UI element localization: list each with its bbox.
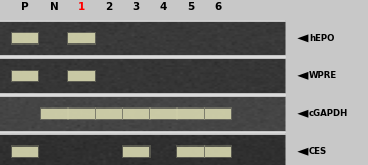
Text: 5: 5: [187, 2, 194, 12]
FancyBboxPatch shape: [67, 69, 96, 82]
FancyBboxPatch shape: [176, 145, 205, 158]
FancyBboxPatch shape: [41, 109, 68, 119]
FancyBboxPatch shape: [67, 107, 96, 120]
FancyBboxPatch shape: [12, 71, 38, 81]
FancyBboxPatch shape: [11, 145, 39, 158]
FancyBboxPatch shape: [68, 71, 95, 81]
FancyBboxPatch shape: [285, 0, 368, 165]
Text: WPRE: WPRE: [309, 71, 337, 80]
FancyBboxPatch shape: [67, 32, 96, 45]
Text: cGAPDH: cGAPDH: [309, 109, 348, 118]
FancyBboxPatch shape: [123, 109, 149, 119]
FancyBboxPatch shape: [176, 107, 205, 120]
Text: 1: 1: [78, 2, 85, 12]
Polygon shape: [297, 110, 308, 118]
FancyBboxPatch shape: [122, 145, 151, 158]
FancyBboxPatch shape: [96, 109, 122, 119]
Text: N: N: [50, 2, 59, 12]
Text: CES: CES: [309, 147, 328, 156]
FancyBboxPatch shape: [177, 109, 204, 119]
Polygon shape: [297, 72, 308, 80]
Text: 3: 3: [132, 2, 140, 12]
Polygon shape: [297, 148, 308, 156]
FancyBboxPatch shape: [11, 32, 39, 45]
FancyBboxPatch shape: [12, 33, 38, 43]
FancyBboxPatch shape: [122, 107, 151, 120]
FancyBboxPatch shape: [11, 69, 39, 82]
FancyBboxPatch shape: [40, 107, 69, 120]
FancyBboxPatch shape: [177, 147, 204, 157]
FancyBboxPatch shape: [205, 147, 231, 157]
FancyBboxPatch shape: [0, 96, 285, 132]
Text: hEPO: hEPO: [309, 34, 335, 43]
FancyBboxPatch shape: [12, 147, 38, 157]
FancyBboxPatch shape: [150, 109, 177, 119]
FancyBboxPatch shape: [204, 145, 232, 158]
Polygon shape: [297, 34, 308, 42]
FancyBboxPatch shape: [0, 58, 285, 94]
FancyBboxPatch shape: [123, 147, 149, 157]
Text: 2: 2: [105, 2, 113, 12]
Text: P: P: [21, 2, 29, 12]
FancyBboxPatch shape: [0, 21, 285, 56]
FancyBboxPatch shape: [149, 107, 178, 120]
Text: 6: 6: [214, 2, 222, 12]
FancyBboxPatch shape: [204, 107, 232, 120]
FancyBboxPatch shape: [68, 33, 95, 43]
FancyBboxPatch shape: [95, 107, 123, 120]
FancyBboxPatch shape: [205, 109, 231, 119]
FancyBboxPatch shape: [0, 134, 285, 165]
Text: 4: 4: [160, 2, 167, 12]
FancyBboxPatch shape: [0, 0, 285, 21]
FancyBboxPatch shape: [68, 109, 95, 119]
